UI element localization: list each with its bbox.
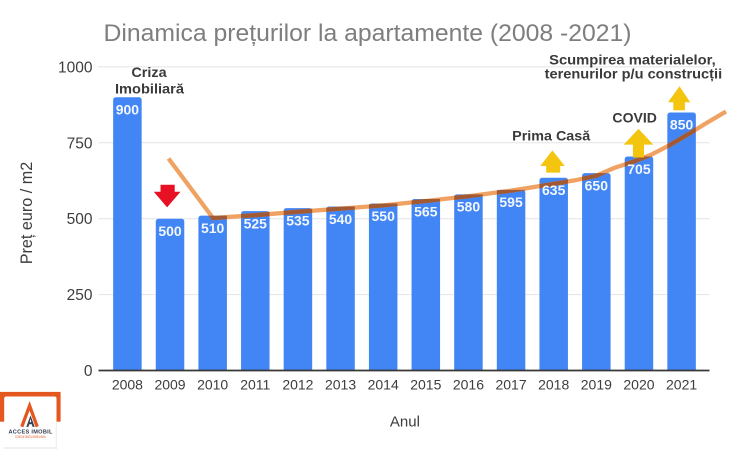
svg-text:565: 565 [414,203,438,219]
svg-text:ACCES IMOBIL: ACCES IMOBIL [8,430,53,436]
svg-text:2009: 2009 [154,377,185,393]
svg-text:2021: 2021 [666,377,697,393]
svg-text:terenurilor p/u construcții: terenurilor p/u construcții [545,67,723,82]
svg-text:0: 0 [84,363,93,380]
svg-text:2015: 2015 [410,377,441,393]
svg-text:500: 500 [67,211,93,228]
svg-text:2008: 2008 [112,377,143,393]
svg-text:2016: 2016 [453,377,484,393]
svg-text:550: 550 [372,208,396,224]
svg-text:500: 500 [158,223,182,239]
svg-text:1000: 1000 [58,59,93,76]
svg-text:2019: 2019 [581,377,612,393]
svg-text:595: 595 [499,194,523,210]
svg-text:525: 525 [244,215,268,231]
svg-text:650: 650 [585,177,609,193]
svg-text:Anul: Anul [390,413,420,430]
svg-text:CONSULTANTA IMOBILIARA: CONSULTANTA IMOBILIARA [15,435,46,439]
svg-text:COVID: COVID [612,110,657,125]
svg-text:Scumpirea materialelor,: Scumpirea materialelor, [549,52,716,67]
svg-text:250: 250 [67,287,93,304]
svg-text:510: 510 [201,220,225,236]
svg-text:540: 540 [329,211,353,227]
svg-text:2017: 2017 [495,377,526,393]
svg-text:2014: 2014 [368,377,399,393]
svg-text:2011: 2011 [240,377,270,393]
svg-text:2020: 2020 [623,377,654,393]
svg-text:Dinamica prețurilor la apartam: Dinamica prețurilor la apartamente (2008… [104,20,632,47]
svg-text:2013: 2013 [325,377,356,393]
svg-text:635: 635 [542,182,566,198]
svg-text:Imobiliară: Imobiliară [115,81,185,96]
svg-text:850: 850 [670,117,694,133]
svg-text:Preț euro / m2: Preț euro / m2 [18,162,36,265]
svg-text:2010: 2010 [197,377,228,393]
svg-text:2012: 2012 [282,377,313,393]
svg-text:2018: 2018 [538,377,569,393]
svg-text:750: 750 [67,135,93,152]
svg-text:Prima Casă: Prima Casă [512,128,591,143]
svg-text:Criza: Criza [131,65,167,80]
svg-text:580: 580 [457,199,481,215]
svg-text:705: 705 [627,161,651,177]
svg-text:900: 900 [116,102,140,118]
svg-text:535: 535 [286,212,310,228]
